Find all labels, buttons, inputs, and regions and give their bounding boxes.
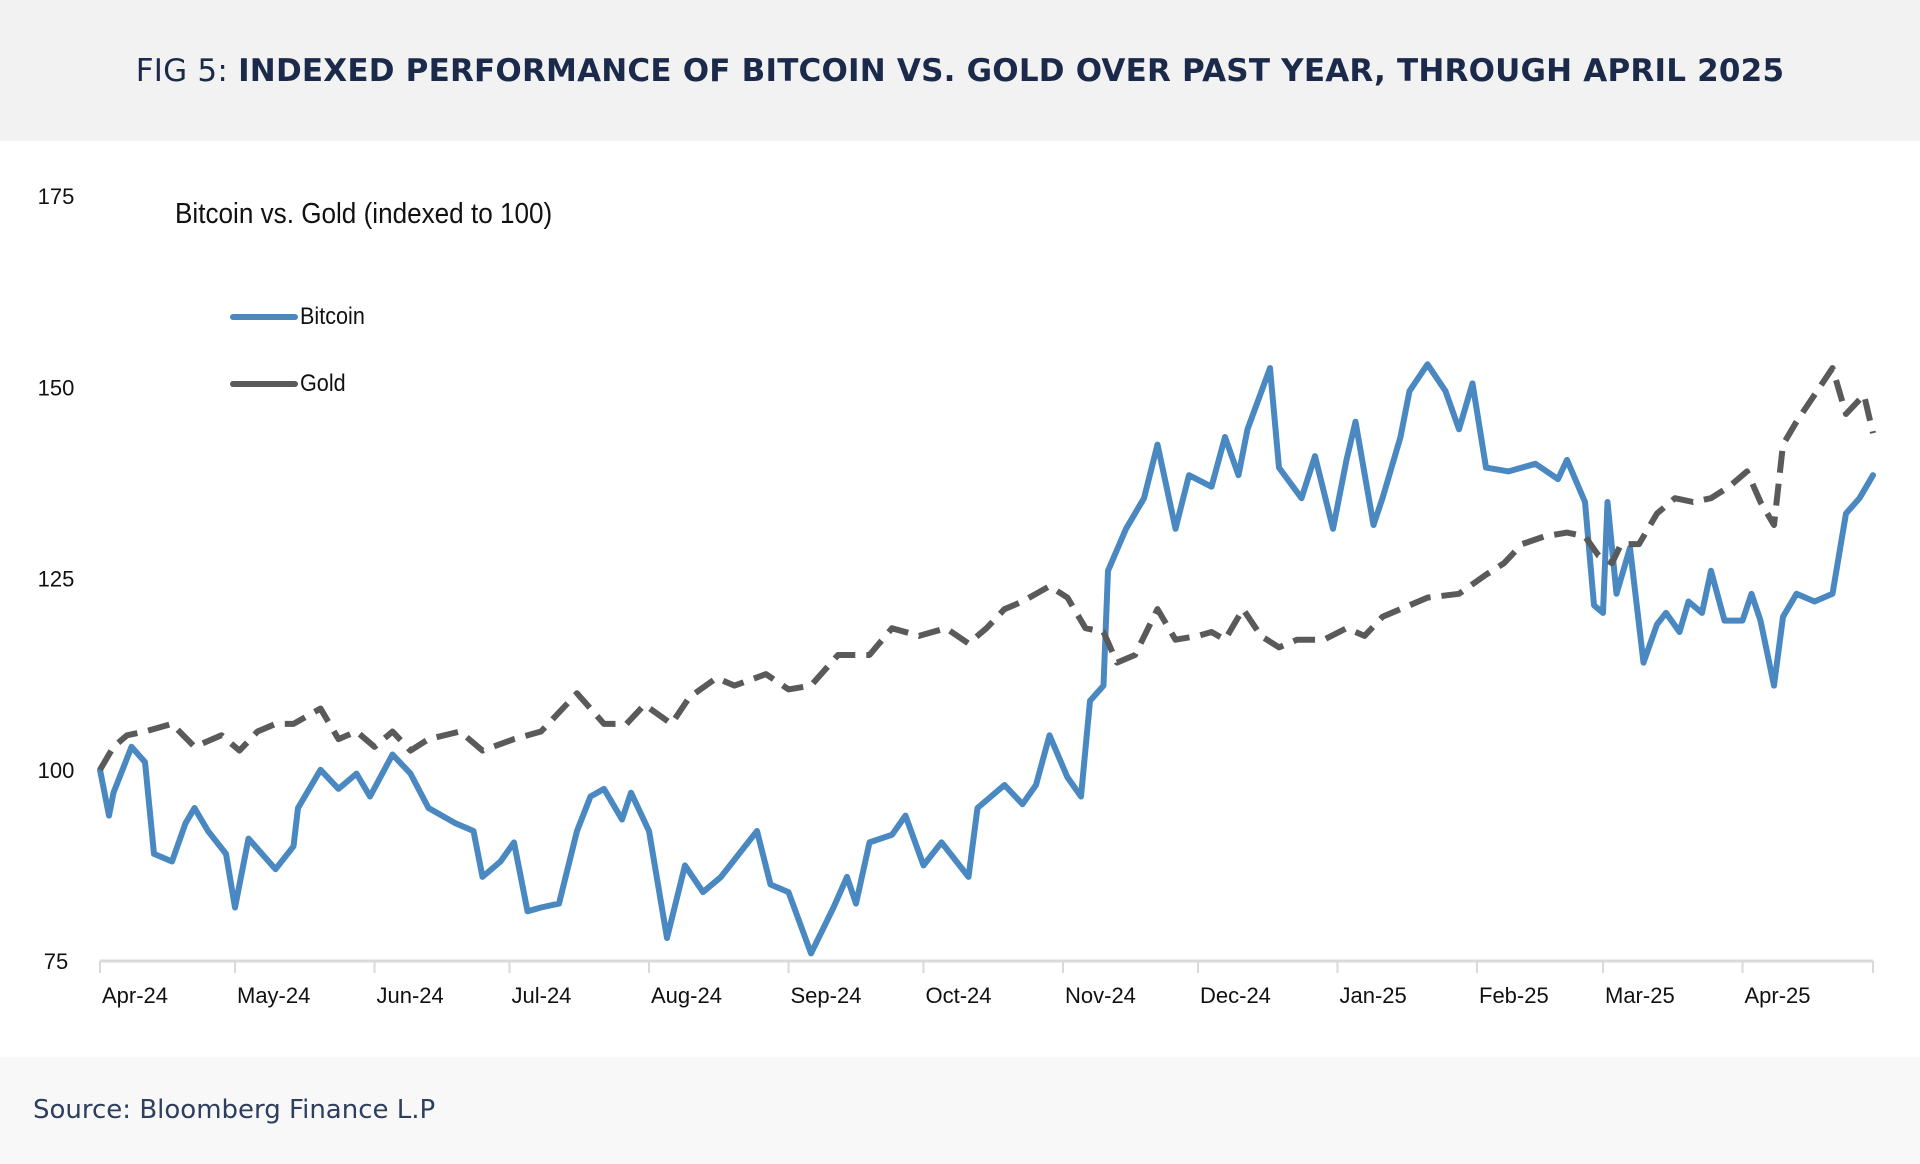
series-line-gold bbox=[97, 365, 1876, 772]
x-tick-label: Mar-25 bbox=[1605, 983, 1675, 1008]
x-tick-label: Oct-24 bbox=[926, 983, 992, 1008]
legend-item-bitcoin: Bitcoin bbox=[230, 303, 372, 331]
figure-title: FIG 5: INDEXED PERFORMANCE OF BITCOIN VS… bbox=[136, 53, 1784, 89]
y-tick-label: 125 bbox=[38, 567, 75, 592]
y-tick-label: 100 bbox=[38, 758, 75, 783]
x-tick-label: Nov-24 bbox=[1065, 983, 1136, 1008]
chart-title: Bitcoin vs. Gold (indexed to 100) bbox=[175, 198, 553, 230]
legend-swatch-bitcoin bbox=[230, 314, 298, 320]
x-tick-label: Dec-24 bbox=[1200, 983, 1271, 1008]
x-tick-label: Jan-25 bbox=[1340, 983, 1407, 1008]
x-tick-label: Apr-24 bbox=[102, 983, 168, 1008]
legend-item-gold: Gold bbox=[230, 370, 351, 398]
figure-footer: Source: Bloomberg Finance L.P bbox=[0, 1057, 1920, 1164]
x-tick-label: Sep-24 bbox=[791, 983, 862, 1008]
y-tick-label: 75 bbox=[44, 949, 68, 974]
legend-swatch-gold bbox=[230, 381, 298, 387]
source-note: Source: Bloomberg Finance L.P bbox=[33, 1095, 436, 1125]
x-tick-label: Apr-25 bbox=[1745, 983, 1811, 1008]
x-tick-label: Feb-25 bbox=[1479, 983, 1549, 1008]
y-tick-label: 175 bbox=[38, 184, 75, 209]
series-line-bitcoin bbox=[97, 361, 1876, 957]
legend-label-gold: Gold bbox=[300, 370, 346, 397]
legend-label-bitcoin: Bitcoin bbox=[300, 303, 365, 330]
x-tick-label: Aug-24 bbox=[651, 983, 722, 1008]
figure-header: FIG 5: INDEXED PERFORMANCE OF BITCOIN VS… bbox=[0, 0, 1920, 141]
x-tick-label: Jun-24 bbox=[377, 983, 444, 1008]
x-tick-label: May-24 bbox=[237, 983, 310, 1008]
line-chart: 75 100 125 150 175 Apr-24 May-24 Jun-24 Jul-24 Au… bbox=[38, 184, 1876, 1008]
figure-number: FIG 5: bbox=[135, 52, 228, 89]
x-tick-label: Jul-24 bbox=[512, 983, 572, 1008]
y-tick-label: 150 bbox=[38, 375, 75, 400]
figure-title-text: INDEXED PERFORMANCE OF BITCOIN VS. GOLD … bbox=[238, 52, 1785, 89]
